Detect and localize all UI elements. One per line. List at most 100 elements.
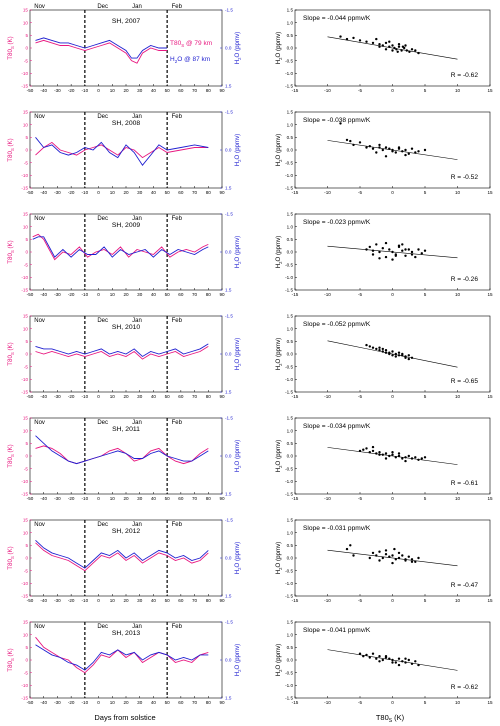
data-point: [381, 556, 384, 560]
data-point: [362, 448, 365, 451]
y-tick-label: -1.0: [285, 377, 293, 382]
x-tick-label: 40: [151, 292, 157, 297]
slope-label: Slope = -0.023 ppmv/K: [303, 219, 371, 226]
x-tick-label: -10: [324, 496, 331, 501]
left-y-tick-label: 10: [23, 632, 29, 637]
data-point: [391, 453, 394, 456]
left-y-tick-label: -15: [21, 84, 28, 89]
x-tick-label: 70: [192, 292, 198, 297]
data-point: [381, 658, 384, 662]
x-tick-label: 40: [151, 700, 157, 705]
data-point: [378, 143, 381, 147]
x-tick-label: 10: [455, 496, 461, 501]
x-tick-label: 70: [192, 88, 198, 93]
panel-title: SH, 2008: [112, 120, 141, 127]
x-tick-label: -20: [68, 598, 75, 603]
x-tick-label: 0: [391, 88, 394, 93]
data-point: [404, 148, 407, 152]
month-label-feb: Feb: [172, 216, 183, 222]
y-tick-label: 0.5: [287, 645, 294, 650]
data-point: [375, 657, 378, 660]
left-y-tick-label: 15: [23, 416, 29, 421]
x-tick-label: -5: [358, 700, 363, 705]
x-tick-label: 10: [110, 496, 116, 501]
x-tick-label: 10: [110, 394, 116, 399]
data-point: [391, 451, 394, 454]
panel-title: SH, 2007: [112, 18, 141, 25]
data-point: [384, 48, 388, 51]
x-tick-label: -30: [54, 700, 61, 705]
left-y-tick-label: 0: [25, 46, 28, 51]
x-tick-label: 90: [219, 88, 225, 93]
x-tick-label: 50: [165, 394, 171, 399]
data-point: [365, 447, 368, 450]
data-point: [345, 547, 349, 551]
data-point: [404, 248, 407, 251]
y-tick-label: 0.0: [287, 148, 294, 153]
data-point: [410, 560, 414, 563]
series-line-water: [35, 435, 209, 465]
x-axis-label-right: T80S (K): [376, 713, 405, 724]
data-point: [396, 50, 399, 53]
data-point: [397, 551, 401, 555]
right-y-axis-label: H2O (ppmv): [234, 440, 242, 473]
x-tick-label: -30: [54, 292, 61, 297]
y-tick-label: 0.5: [287, 441, 294, 446]
data-point: [394, 151, 397, 154]
y-tick-label: 1.0: [287, 122, 294, 127]
y-tick-label: -0.5: [285, 160, 293, 165]
timeseries-panel-4: -50 -40 -30 -20 -10 0 10 20 30 40 50 60 70 80 90-15-10…: [7, 314, 242, 399]
data-point: [358, 39, 362, 42]
x-tick-label: 0: [391, 394, 394, 399]
left-y-axis-label: T80S (K): [7, 240, 15, 263]
x-tick-label: -10: [324, 598, 331, 603]
data-point: [391, 354, 394, 357]
month-label-dec: Dec: [97, 114, 108, 120]
y-tick-label: 1.0: [287, 20, 294, 25]
x-tick-label: 50: [165, 700, 171, 705]
x-tick-label: 0: [391, 190, 394, 195]
series-line-water: [35, 37, 168, 59]
data-point: [384, 553, 388, 556]
month-label-jan: Jan: [132, 420, 142, 426]
x-tick-label: -15: [292, 88, 299, 93]
x-tick-label: 90: [219, 496, 225, 501]
left-y-tick-label: -5: [24, 160, 29, 165]
right-y-axis-label: H2O (ppmv): [234, 134, 242, 167]
y-axis-label: H2O (ppmv): [275, 338, 283, 371]
y-tick-label: 0.0: [287, 46, 294, 51]
x-tick-label: -40: [40, 598, 47, 603]
data-point: [423, 148, 427, 152]
data-point: [384, 655, 388, 658]
data-point: [371, 445, 375, 449]
month-label-feb: Feb: [172, 624, 183, 630]
y-tick-label: 1.0: [287, 428, 294, 433]
data-point: [414, 456, 417, 459]
data-point: [371, 652, 375, 655]
series-line-temperature: [35, 39, 168, 64]
right-y-tick-label: 1.5: [225, 390, 232, 395]
data-point: [397, 657, 401, 660]
series-line-water: [35, 343, 209, 358]
data-point: [394, 661, 397, 664]
data-point: [375, 243, 378, 246]
x-tick-label: 40: [151, 190, 157, 195]
y-tick-label: -0.5: [285, 568, 293, 573]
regression-line: [327, 36, 458, 60]
x-tick-label: 90: [219, 190, 225, 195]
data-point: [397, 146, 401, 149]
left-y-tick-label: 10: [23, 20, 29, 25]
regression-line: [327, 245, 458, 259]
x-tick-label: 30: [137, 598, 143, 603]
x-tick-label: 10: [455, 598, 461, 603]
r-label: R = -0.52: [451, 174, 479, 181]
right-y-tick-label: -1.5: [225, 416, 233, 421]
right-y-tick-label: 0.0: [225, 250, 232, 255]
x-tick-label: 80: [206, 496, 212, 501]
series-line-temperature: [35, 346, 209, 360]
left-y-tick-label: -5: [24, 58, 29, 63]
series-line-temperature: [35, 445, 209, 465]
x-tick-label: 90: [219, 700, 225, 705]
x-tick-label: -50: [27, 190, 34, 195]
left-y-tick-label: -15: [21, 186, 28, 191]
